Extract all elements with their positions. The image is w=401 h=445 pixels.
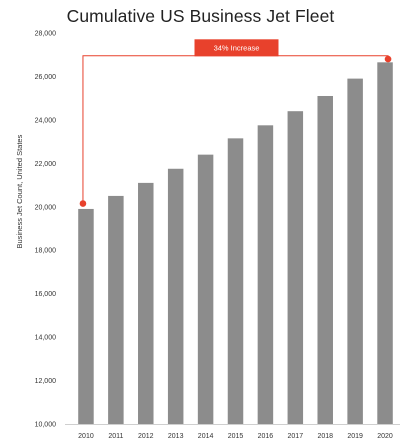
- y-tick-label: 26,000: [35, 74, 57, 81]
- x-tick-label: 2019: [347, 433, 363, 440]
- x-tick-label: 2016: [258, 433, 274, 440]
- increase-label-box: [194, 39, 279, 57]
- y-tick-label: 20,000: [35, 204, 57, 211]
- y-tick-label: 14,000: [35, 335, 57, 342]
- y-tick-label: 10,000: [35, 422, 57, 429]
- x-tick-label: 2015: [228, 433, 244, 440]
- start-point-marker: [79, 200, 87, 207]
- y-tick-label: 16,000: [35, 291, 57, 298]
- y-tick-label: 22,000: [35, 161, 57, 168]
- y-tick-label: 24,000: [35, 117, 57, 124]
- x-tick-label: 2014: [198, 433, 214, 440]
- y-axis-label: Business Jet Count, United States: [15, 134, 24, 248]
- end-point-marker: [384, 55, 392, 63]
- x-tick-label: 2012: [138, 433, 154, 440]
- increase-label: 34% Increase: [214, 43, 260, 52]
- y-axis-ticks: 10,000 12,000 14,000 16,000 18,000 20,000 22,0…: [35, 31, 57, 429]
- bar-2019: [347, 78, 363, 424]
- x-tick-label: 2018: [317, 433, 333, 440]
- x-tick-label: 2013: [168, 433, 184, 440]
- x-axis-ticks: 2010 2011 2012 2013 2014 2015 2016 2017 2018 2019…: [78, 433, 393, 440]
- chart-title: Cumulative US Business Jet Fleet: [66, 6, 335, 26]
- bar-2010: [78, 208, 94, 424]
- x-tick-label: 2010: [78, 433, 94, 440]
- bar-2012: [138, 182, 154, 424]
- bar-2017: [287, 111, 304, 424]
- x-tick-label: 2011: [108, 433, 123, 440]
- bar-2020: [377, 62, 393, 424]
- y-tick-label: 12,000: [35, 378, 57, 385]
- bar-2013: [167, 168, 184, 424]
- bar-2016: [257, 125, 274, 424]
- y-tick-label: 28,000: [35, 31, 57, 38]
- increase-annotation: 34% Increase: [79, 39, 392, 207]
- bar-2015: [227, 138, 244, 424]
- bars: [78, 62, 393, 424]
- x-tick-label: 2020: [377, 433, 393, 440]
- bar-2018: [317, 95, 333, 424]
- x-tick-label: 2017: [288, 433, 304, 440]
- bar-2014: [197, 154, 214, 424]
- y-tick-label: 18,000: [35, 248, 57, 255]
- bar-2011: [108, 195, 124, 424]
